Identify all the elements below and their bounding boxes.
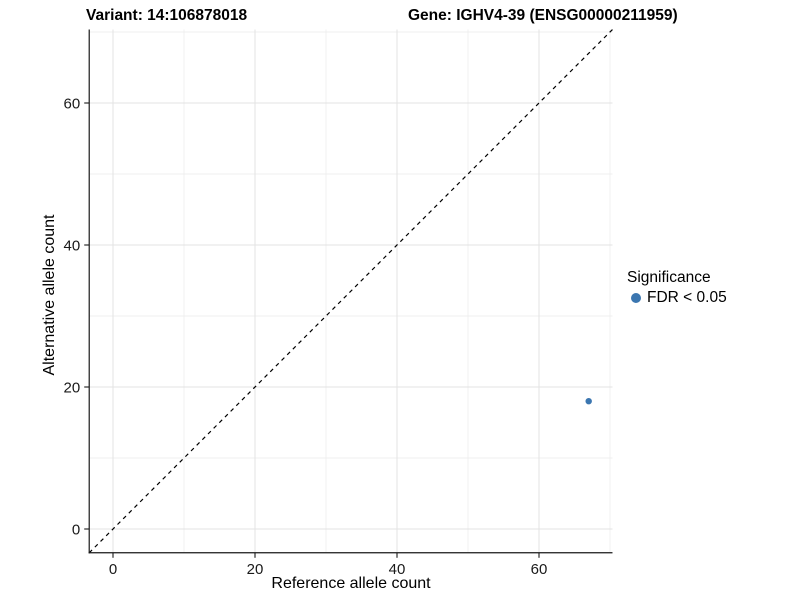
x-tick-label: 20 [247,561,264,578]
data-point [585,398,592,405]
legend-point-icon [631,293,641,303]
y-axis-title: Alternative allele count [41,214,58,376]
y-tick-label: 40 [64,238,81,255]
x-tick-label: 40 [389,561,406,578]
plot-title-gene: Gene: IGHV4-39 (ENSG00000211959) [408,7,678,24]
plot-title-variant: Variant: 14:106878018 [86,7,248,24]
identity-line [88,29,613,554]
legend-item: FDR < 0.05 [627,288,727,308]
x-axis-title: Reference allele count [271,575,431,592]
x-tick-label: 0 [109,561,117,578]
legend-title: Significance [627,269,711,286]
legend-item-label: FDR < 0.05 [647,289,727,306]
x-tick-label: 60 [531,561,548,578]
y-tick-label: 60 [64,96,81,113]
y-tick-label: 20 [64,380,81,397]
legend: Significance FDR < 0.05 [627,268,727,308]
y-tick-label: 0 [72,522,80,539]
